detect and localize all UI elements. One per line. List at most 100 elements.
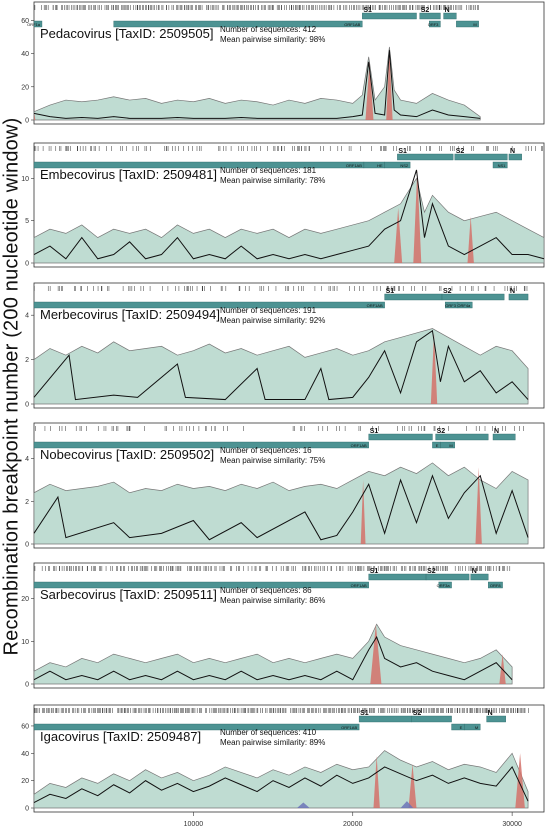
panel-border — [33, 422, 545, 549]
observed-line — [33, 635, 513, 681]
panel-title: Nobecovirus [TaxID: 2509502] — [40, 447, 214, 462]
x-tick-label: 10000 — [184, 821, 204, 828]
number-of-sequences: Number of sequences: 410 — [220, 728, 317, 737]
gene-label: M — [473, 22, 476, 27]
gene-bar — [33, 723, 360, 731]
gene-label: ORF3a — [437, 583, 451, 588]
gene-label: ORF3 — [428, 22, 439, 27]
panel-title: Sarbecovirus [TaxID: 2509511] — [40, 587, 217, 602]
number-of-sequences: Number of sequences: 191 — [220, 306, 317, 315]
y-tick-label: 20 — [21, 84, 29, 91]
gene-bar — [368, 433, 433, 441]
y-tick-label: 2 — [25, 357, 29, 364]
gene-label: S2 — [443, 288, 452, 295]
mean-pairwise-similarity: Mean pairwise similarity: 98% — [220, 35, 325, 44]
excess-region — [394, 208, 403, 263]
excess-region — [365, 61, 374, 120]
gene-label: ORF8 — [490, 583, 501, 588]
y-tick-label: 0 — [25, 118, 29, 125]
gene-bar — [429, 20, 441, 28]
y-tick-label: 4 — [25, 456, 29, 463]
gene-bar — [440, 441, 455, 449]
gene-label: S2 — [421, 7, 430, 14]
excess-region — [467, 216, 474, 263]
panel-border — [33, 562, 545, 689]
expected-envelope — [33, 750, 529, 809]
excess-region — [386, 50, 393, 120]
gene-label: E — [460, 725, 463, 730]
gene-bar — [470, 573, 489, 581]
gene-label: N — [472, 568, 477, 575]
gene-label: S1 — [360, 710, 369, 717]
expected-envelope — [33, 177, 545, 264]
excess-region — [475, 467, 482, 544]
gene-label: S1 — [370, 568, 379, 575]
gene-bar — [411, 715, 452, 723]
y-tick-label: 10 — [21, 639, 29, 646]
gene-bar — [397, 153, 454, 161]
y-tick-label: 0 — [25, 542, 29, 549]
expected-envelope — [33, 462, 529, 545]
gene-bar — [419, 12, 441, 20]
gene-bar — [362, 12, 417, 20]
gene-bar — [508, 293, 529, 301]
panel-border — [33, 1, 545, 125]
y-tick-label: 5 — [25, 218, 29, 225]
y-tick-label: 20 — [21, 596, 29, 603]
gene-label: ORF1AB — [341, 725, 357, 730]
observed-line — [33, 50, 481, 119]
number-of-sequences: Number of sequences: 86 — [220, 586, 312, 595]
y-tick-label: 0 — [25, 806, 29, 813]
excess-region — [370, 624, 382, 684]
gene-label: N — [488, 710, 493, 717]
gene-label: S1 — [398, 148, 407, 155]
x-tick-label: 20000 — [343, 821, 363, 828]
gene-bar — [438, 581, 452, 589]
gene-label: N — [494, 428, 499, 435]
gene-label: S1 — [386, 288, 395, 295]
panel-4: S1 S2 N ORF1AB E M 0 2 4 Nobecovirus [TaxID: 2509… — [25, 422, 545, 549]
panel-3: S1 S2 N ORF1AB ORF3 ORF4a 0 2 4 Merbecovirus [Tax… — [25, 282, 545, 409]
panel-border — [33, 282, 545, 409]
panel-title: Embecovirus [TaxID: 2509481] — [40, 167, 217, 182]
gene-bar — [33, 301, 385, 309]
excess-region — [34, 113, 36, 120]
gene-bar — [488, 581, 503, 589]
excess-region — [413, 169, 422, 263]
expected-envelope — [33, 623, 513, 685]
gene-label: S1 — [363, 7, 372, 14]
gene-bar — [456, 20, 479, 28]
gene-label: S2 — [437, 428, 446, 435]
y-tick-label: 10 — [21, 176, 29, 183]
panel-title: Merbecovirus [TaxID: 2509494] — [40, 307, 220, 322]
panel-border — [33, 704, 545, 813]
y-tick-label: 40 — [21, 751, 29, 758]
panel-title: Pedacovirus [TaxID: 2509505] — [40, 26, 213, 41]
expected-envelope — [33, 328, 529, 405]
gene-bar — [425, 573, 470, 581]
gene-label: N — [445, 7, 450, 14]
observed-line — [33, 169, 545, 260]
mean-pairwise-similarity: Mean pairwise similarity: 92% — [220, 316, 325, 325]
gene-label: S2 — [413, 710, 422, 717]
gene-label: ORF1AB — [344, 22, 360, 27]
mean-pairwise-similarity: Mean pairwise similarity: 89% — [220, 738, 325, 747]
mean-pairwise-similarity: Mean pairwise similarity: 75% — [220, 456, 325, 465]
panel-1: S1 S2 N ORF1a ORF1AB ORF3 M 0 20 40 60 Pedacovirus … — [21, 1, 545, 125]
number-of-sequences: Number of sequences: 412 — [220, 25, 317, 34]
panel-2: S1 S2 N ORF1AB HE NS2 NS1 0 5 10 Embecovirus [TaxI… — [21, 142, 545, 268]
deficit-region — [400, 801, 414, 808]
observed-line — [33, 766, 529, 803]
gene-label: S2 — [456, 148, 465, 155]
gene-label: ORF1AB — [351, 443, 367, 448]
gene-bar — [457, 301, 473, 309]
gene-bar — [384, 161, 411, 169]
y-tick-label: 60 — [21, 723, 29, 730]
gene-label: ORF1AB — [367, 303, 383, 308]
gene-label: ORF1AB — [346, 163, 362, 168]
mean-pairwise-similarity: Mean pairwise similarity: 86% — [220, 596, 325, 605]
panel-6: S1 S2 N ORF1AB E M 0 20 40 60 Igacovirus [TaxID: 2… — [21, 704, 545, 813]
gene-bar — [492, 433, 516, 441]
observed-line — [33, 329, 529, 401]
